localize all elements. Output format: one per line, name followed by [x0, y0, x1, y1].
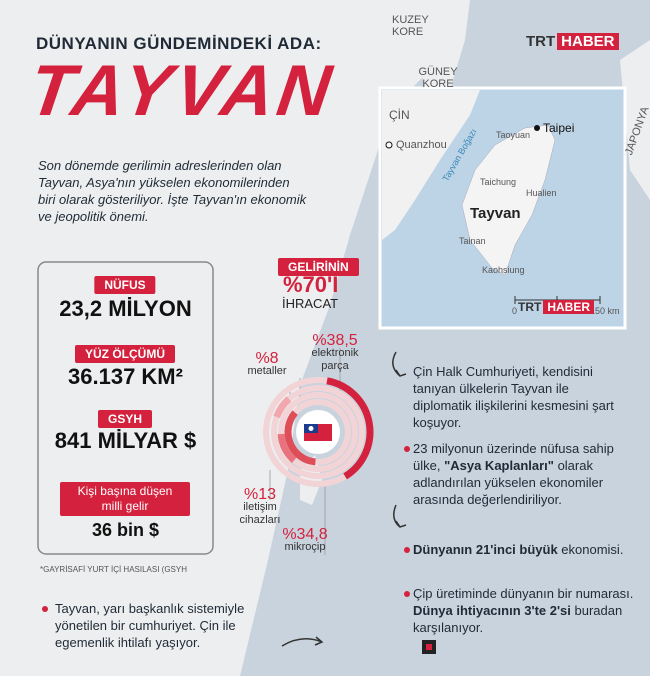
map-label: Taichung — [480, 177, 517, 187]
map-label: Kaohsiung — [482, 265, 525, 275]
logo: TRT HABER — [518, 300, 594, 314]
segment-label: %13 iletişim cihazları — [230, 486, 290, 527]
bullet: 23 milyonun üzerinde nüfusa sahip ülke, … — [413, 440, 628, 508]
export-share: %70'İ — [283, 272, 339, 297]
bullet-run: "Asya Kaplanları" — [444, 458, 554, 473]
segment-name: elektronik parça — [311, 347, 359, 372]
logo-right: HABER — [543, 300, 594, 314]
note: Tayvan, yarı başkanlık sistemiyle yöneti… — [55, 601, 245, 650]
export-donut — [263, 377, 374, 487]
bullet-run: 23 milyonun üzerinde nüfusa sahip ülke, — [413, 441, 614, 473]
ring-track — [271, 385, 365, 479]
map-label: Taipei — [543, 121, 575, 135]
footnote: *GAYRİSAFİ YURT İÇİ HASILASI (GSYH — [40, 565, 188, 574]
bullet: Dünyanın 21'inci büyük ekonomisi. — [413, 541, 628, 558]
logo: TRT HABER — [526, 33, 619, 50]
stat-label: NÜFUS — [94, 276, 156, 294]
kicker: DÜNYANIN GÜNDEMİNDEKİ ADA: — [36, 34, 322, 53]
segment-share: %8 — [255, 350, 279, 367]
bullet-run: Dünyanın 21'inci büyük — [413, 542, 558, 557]
stat-label: Kişi başına düşen milli gelir — [60, 482, 190, 516]
map-label: Tayvan — [470, 205, 521, 222]
segment-share: %34,8 — [282, 526, 328, 543]
stat-value: 36.137 KM² — [68, 364, 183, 389]
segment-name: metaller — [247, 365, 287, 377]
export-heading: GELİRİNİN — [278, 258, 359, 276]
bullet-dot — [42, 606, 48, 612]
map-label: Tainan — [459, 236, 486, 246]
intro: Son dönemde gerilimin adreslerinden olan… — [38, 158, 307, 224]
bullet-run: Dünya ihtiyacının 3'te 2'si — [413, 603, 571, 618]
segment-share: %13 — [243, 486, 277, 503]
bullet-dot — [404, 591, 410, 597]
scale-label: 0 — [512, 306, 518, 316]
title: TAYVAN — [24, 51, 340, 131]
export-arc — [284, 410, 316, 466]
bullet-run: Çip üretiminde dünyanın bir numarası. — [413, 586, 634, 601]
bullet-dot — [404, 547, 410, 553]
map-label: ÇİN — [389, 108, 410, 122]
segment-share: %38,5 — [312, 332, 358, 349]
segment-label: %8 metaller — [242, 350, 292, 378]
bullet-run: Çin Halk Cumhuriyeti, kendisini tanıyan … — [413, 364, 614, 430]
stat-value: 23,2 MİLYON — [59, 296, 192, 321]
scale-label: 150 km — [590, 306, 620, 316]
export-arc — [273, 396, 292, 419]
export-arc — [277, 433, 297, 464]
bullet-run: ekonomisi. — [557, 542, 624, 557]
stat-value: 36 bin $ — [91, 520, 160, 540]
bullet-run: buradan karşılanıyor. — [413, 603, 623, 635]
stat-label: GSYH — [97, 410, 153, 428]
region-label: GÜNEY KORE — [418, 66, 458, 90]
bullet: Çip üretiminde dünyanın bir numarası. Dü… — [413, 585, 635, 636]
map-label: Taoyuan — [496, 130, 531, 140]
region-label: KUZEY KORE — [392, 14, 429, 38]
map-label: Hualien — [526, 188, 557, 198]
export-arc — [326, 377, 374, 480]
logo-left: TRT — [526, 33, 556, 50]
export-subheading: İHRACAT — [282, 296, 339, 311]
bullet-dot — [404, 446, 410, 452]
bullet: Çin Halk Cumhuriyeti, kendisini tanıyan … — [413, 363, 628, 431]
map-label: Quanzhou — [396, 139, 447, 151]
bullet-run: olarak adlandırılan yükselen ekonomiler … — [413, 458, 604, 507]
segment-name: mikroçip — [284, 541, 326, 553]
logo-left: TRT — [518, 300, 542, 314]
segment-label: %38,5 elektronik parça — [300, 332, 370, 373]
stat-value: 841 MİLYAR $ — [54, 428, 197, 453]
ring-track — [278, 392, 358, 472]
stat-label: YÜZ ÖLÇÜMÜ — [75, 345, 175, 363]
segment-label: %34,8 mikroçip — [275, 526, 335, 554]
segment-name: iletişim cihazları — [239, 501, 281, 526]
logo-right: HABER — [557, 33, 619, 50]
